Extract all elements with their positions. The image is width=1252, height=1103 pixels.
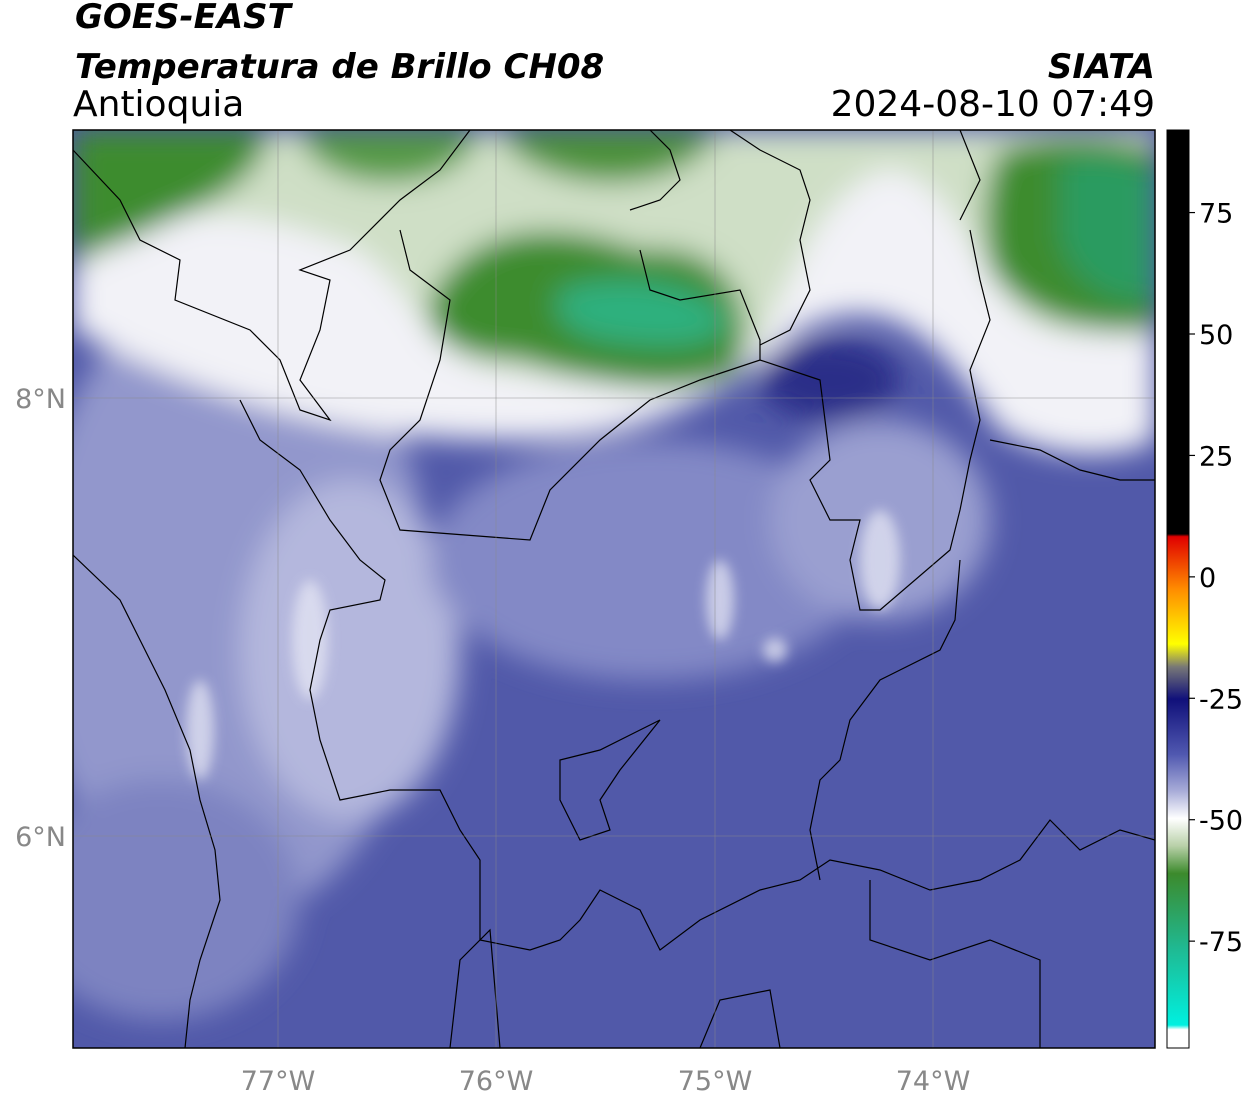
- lat-label: 8°N: [15, 384, 66, 415]
- lon-label: 76°W: [459, 1066, 534, 1097]
- borders: [73, 130, 1155, 1048]
- colorbar-tick-label: 75: [1199, 199, 1233, 230]
- colorbar-tick-label: -75: [1199, 927, 1243, 958]
- colorbar-tick-label: 0: [1199, 563, 1216, 594]
- lon-label: 75°W: [678, 1066, 753, 1097]
- lat-label: 6°N: [15, 822, 66, 853]
- colorbar-tick-label: 50: [1199, 320, 1233, 351]
- source: SIATA: [1048, 47, 1155, 87]
- lon-label: 77°W: [241, 1066, 316, 1097]
- title: GOES-EAST: [75, 0, 294, 37]
- colorbar: [1166, 129, 1190, 1049]
- subtitle: Temperatura de Brillo CH08: [75, 47, 604, 87]
- lon-label: 74°W: [896, 1066, 971, 1097]
- colorbar-tick-label: -50: [1199, 806, 1243, 837]
- region: Antioquia: [73, 84, 244, 125]
- graticule: [73, 130, 1155, 1048]
- colorbar-tick-label: 25: [1199, 441, 1233, 472]
- datetime: 2024-08-10 07:49: [831, 84, 1155, 125]
- map-frame: [72, 129, 1156, 1049]
- map-image: [73, 130, 1155, 1048]
- colorbar-tick-label: -25: [1199, 684, 1243, 715]
